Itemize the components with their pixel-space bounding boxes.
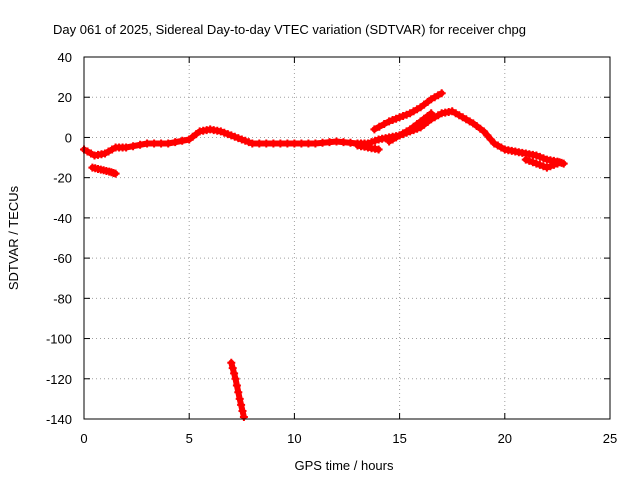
x-tick-label: 0 xyxy=(80,431,87,446)
data-point-marker xyxy=(122,143,131,152)
ticks: 0 5 10 15 20 25 40 20 0 -20 -40 -60 -80 -100 -120 -140 xyxy=(46,50,617,446)
data-point-marker xyxy=(143,139,152,148)
x-tick-label: 20 xyxy=(498,431,512,446)
data-point-marker xyxy=(150,139,159,148)
data-point-marker xyxy=(239,413,248,421)
data-point-marker xyxy=(178,136,187,145)
y-tick-label: -120 xyxy=(46,372,72,387)
data-point-marker xyxy=(234,388,243,397)
chart-title: Day 061 of 2025, Sidereal Day-to-day VTE… xyxy=(53,22,526,37)
data-point-marker xyxy=(380,120,389,128)
data-point-marker xyxy=(238,407,247,415)
data-point-marker xyxy=(370,125,379,134)
data-point-marker xyxy=(235,394,244,403)
x-tick-label: 25 xyxy=(603,431,617,446)
data-point-marker xyxy=(129,142,138,151)
y-tick-label: 20 xyxy=(58,90,72,105)
data-layer xyxy=(80,89,568,421)
y-tick-label: -140 xyxy=(46,412,72,427)
data-point-marker xyxy=(171,138,180,147)
data-point-marker xyxy=(339,138,348,147)
series-low-early xyxy=(88,163,120,178)
y-tick-label: 0 xyxy=(65,130,72,145)
data-point-marker xyxy=(269,139,278,148)
data-point-marker xyxy=(111,169,120,178)
data-point-marker xyxy=(375,122,384,131)
data-point-marker xyxy=(262,139,271,148)
y-tick-label: -60 xyxy=(53,251,72,266)
x-tick-label: 10 xyxy=(287,431,301,446)
series-branch-15-16 xyxy=(385,109,436,146)
data-point-marker xyxy=(276,139,285,148)
data-point-marker xyxy=(231,374,240,383)
data-point-marker xyxy=(437,89,446,98)
series-dropout xyxy=(227,358,248,421)
data-point-marker xyxy=(237,400,246,409)
data-point-marker xyxy=(346,138,355,147)
data-point-marker xyxy=(232,381,241,390)
data-point-marker xyxy=(136,140,145,149)
data-point-marker xyxy=(427,109,436,118)
data-point-marker xyxy=(290,139,299,148)
y-tick-label: -20 xyxy=(53,171,72,186)
y-tick-label: 40 xyxy=(58,50,72,65)
data-point-marker xyxy=(157,139,166,148)
data-point-marker xyxy=(304,139,313,148)
data-point-marker xyxy=(230,369,239,378)
data-point-marker xyxy=(227,358,236,367)
data-point-marker xyxy=(374,145,383,154)
data-point-marker xyxy=(297,139,306,148)
series-upper-band xyxy=(370,89,446,134)
y-tick-label: -80 xyxy=(53,291,72,306)
data-point-marker xyxy=(255,139,264,148)
data-point-marker xyxy=(248,139,257,148)
data-point-marker xyxy=(332,137,341,146)
data-point-marker xyxy=(483,131,492,140)
x-tick-label: 15 xyxy=(392,431,406,446)
data-point-marker xyxy=(318,138,327,147)
data-point-marker xyxy=(164,139,173,148)
series-tail-low xyxy=(521,155,562,172)
series-lower-branch xyxy=(353,141,383,154)
data-point-marker xyxy=(283,139,292,148)
data-point-marker xyxy=(228,364,237,373)
y-axis-label: SDTVAR / TECUs xyxy=(6,185,21,290)
data-point-marker xyxy=(311,139,320,148)
plot-frame xyxy=(83,56,611,420)
data-point-marker xyxy=(325,138,334,147)
y-tick-label: -100 xyxy=(46,332,72,347)
y-tick-label: -40 xyxy=(53,211,72,226)
x-axis-label: GPS time / hours xyxy=(295,458,394,473)
data-point-marker xyxy=(553,159,562,168)
x-tick-label: 5 xyxy=(186,431,193,446)
